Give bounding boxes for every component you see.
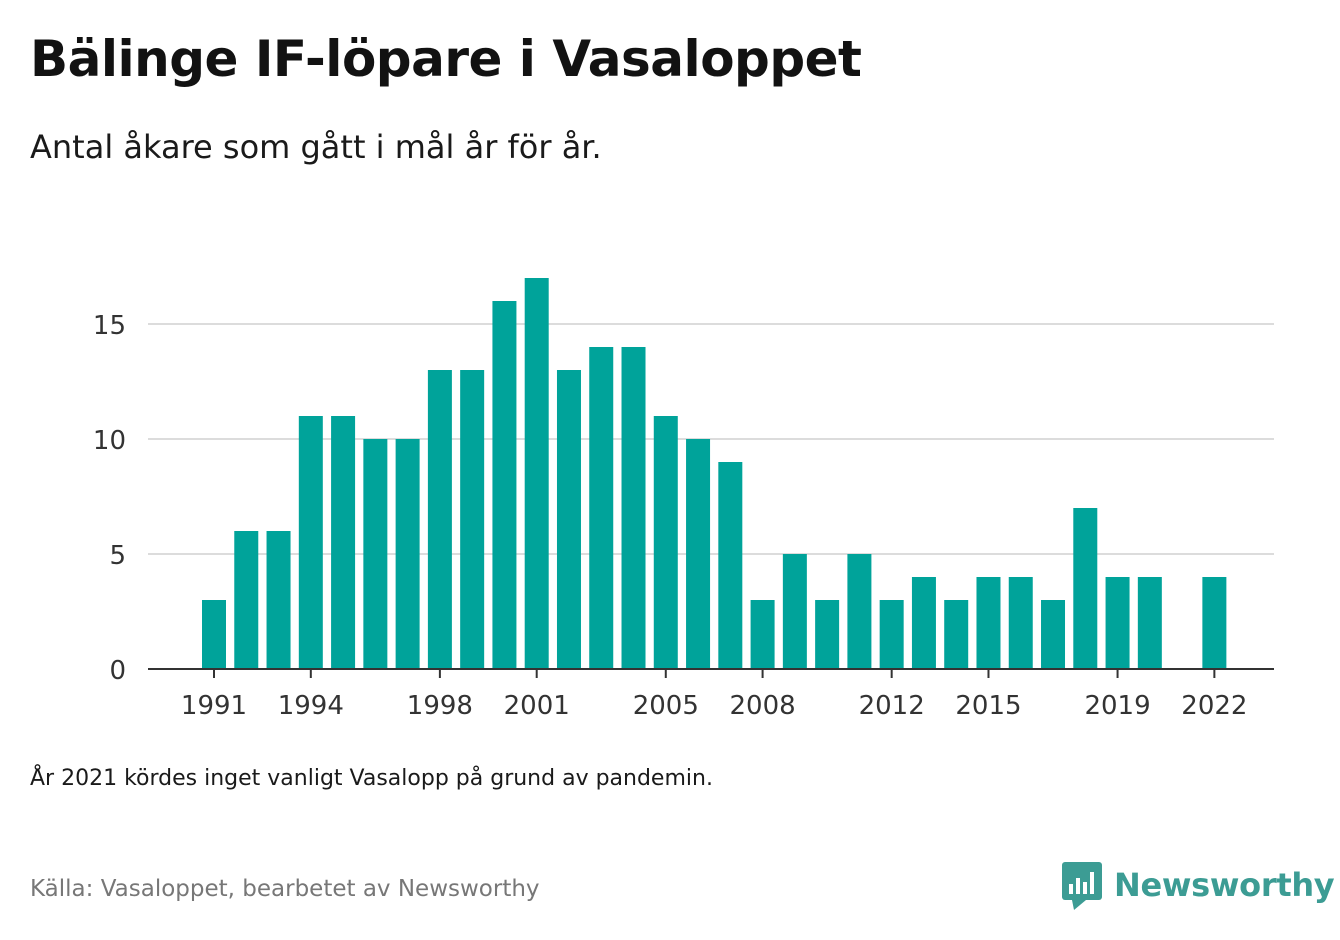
bar-2018	[1073, 508, 1098, 669]
bar-2012	[879, 600, 904, 669]
bar-1993	[266, 531, 291, 669]
bar-2013	[911, 577, 936, 669]
bar-2022	[1202, 577, 1227, 669]
y-tick-label-0: 0	[109, 656, 126, 686]
x-tick-label-1998: 1998	[407, 691, 473, 721]
bar-2006	[686, 439, 711, 669]
brand-logo: Newsworthy	[1062, 860, 1335, 910]
bar-2020	[1137, 577, 1162, 669]
x-tick-label-2008: 2008	[730, 691, 796, 721]
y-axis-labels: 0 5 10 15	[93, 311, 126, 686]
y-tick-label-5: 5	[109, 541, 126, 571]
bar-1994	[298, 416, 323, 669]
footnote: År 2021 kördes inget vanligt Vasalopp på…	[30, 766, 713, 791]
y-tick-label-10: 10	[93, 426, 126, 456]
x-tick-label-2019: 2019	[1084, 691, 1150, 721]
chart-subtitle: Antal åkare som gått i mål år för år.	[30, 128, 602, 166]
x-tick-label-2015: 2015	[955, 691, 1021, 721]
bar-1991	[202, 600, 226, 669]
x-tick-label-2005: 2005	[633, 691, 699, 721]
x-tick-label-1991: 1991	[181, 691, 247, 721]
bar-chart: 1991 1994 1998 2001 2005 2008 2012 2015 2019 2022…	[93, 278, 1274, 721]
bar-1998	[427, 370, 452, 669]
bar-2010	[815, 600, 840, 669]
newsworthy-logo-icon	[1062, 862, 1102, 910]
bar-2008	[750, 600, 775, 669]
bar-2007	[718, 462, 743, 669]
source-credit: Källa: Vasaloppet, bearbetet av Newswort…	[30, 876, 540, 902]
x-tick-label-2022: 2022	[1181, 691, 1247, 721]
x-axis-ticks: 1991 1994 1998 2001 2005 2008 2012 2015 2019 2022	[148, 668, 1274, 721]
bar-2017	[1041, 600, 1066, 669]
y-tick-label-15: 15	[93, 311, 126, 341]
bar-2011	[847, 554, 872, 669]
bar-2001	[524, 278, 549, 669]
brand-name: Newsworthy	[1114, 866, 1335, 904]
bar-1997	[395, 439, 420, 669]
bar-1992	[234, 531, 259, 669]
bars	[202, 278, 1227, 669]
bar-1996	[363, 439, 388, 669]
bar-2003	[589, 347, 614, 669]
bar-1999	[460, 370, 485, 669]
bar-2014	[944, 600, 969, 669]
x-tick-label-2001: 2001	[504, 691, 570, 721]
bar-2015	[976, 577, 1001, 669]
bar-2005	[653, 416, 678, 669]
bar-2016	[1008, 577, 1033, 669]
x-tick-label-1994: 1994	[278, 691, 344, 721]
bar-2009	[782, 554, 807, 669]
bar-2004	[621, 347, 646, 669]
x-tick-label-2012: 2012	[859, 691, 925, 721]
bar-1995	[331, 416, 356, 669]
bar-2002	[556, 370, 581, 669]
bar-2000	[492, 301, 517, 669]
bar-2019	[1105, 577, 1130, 669]
chart-title: Bälinge IF-löpare i Vasaloppet	[30, 30, 862, 88]
